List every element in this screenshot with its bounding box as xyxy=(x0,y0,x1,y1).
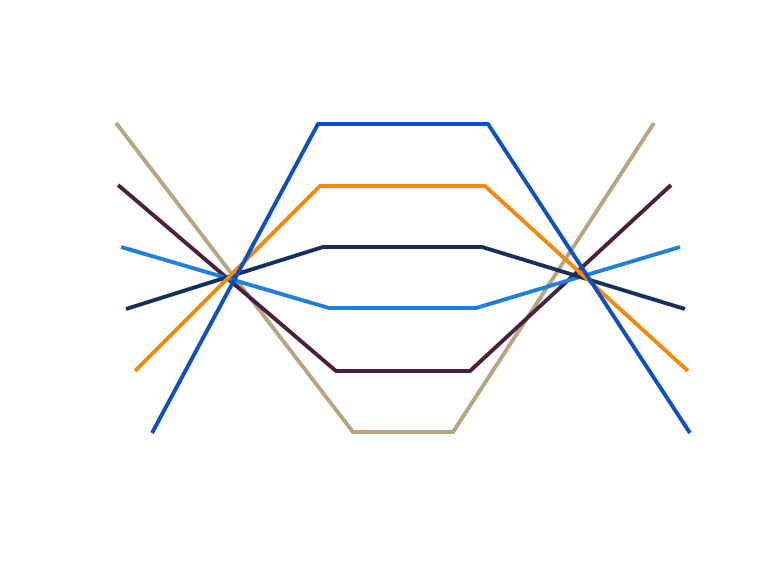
orange-trapezoid-line xyxy=(133,184,690,373)
blue-trapezoid-line xyxy=(150,122,692,435)
